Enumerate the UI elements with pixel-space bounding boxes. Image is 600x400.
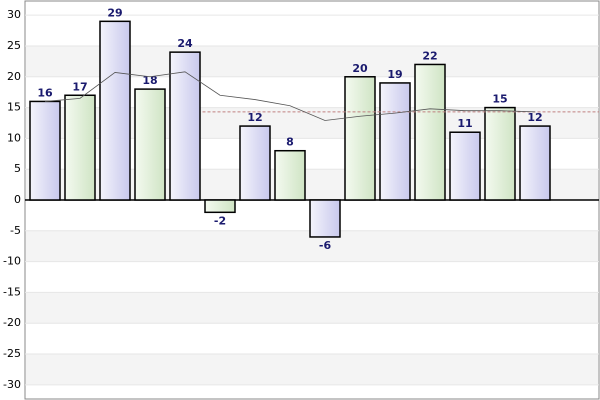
y-tick-label: 25 — [7, 39, 21, 52]
bar — [204, 199, 236, 214]
bar — [414, 63, 446, 201]
bar — [519, 125, 551, 201]
value-label: 12 — [247, 111, 262, 124]
value-label: -6 — [319, 239, 332, 252]
value-label: 24 — [177, 37, 193, 50]
y-tick-label: 5 — [14, 162, 21, 175]
value-label: 12 — [527, 111, 542, 124]
y-tick-label: -15 — [3, 285, 21, 298]
bar — [379, 82, 411, 201]
bar — [64, 94, 96, 201]
value-label: 15 — [492, 93, 507, 106]
value-label: 17 — [72, 80, 87, 93]
value-label: 18 — [142, 74, 157, 87]
bar — [344, 76, 376, 201]
value-label: 16 — [37, 86, 53, 99]
y-tick-label: -20 — [3, 316, 21, 329]
y-tick-label: 20 — [7, 70, 21, 83]
y-tick-label: 10 — [7, 131, 21, 144]
value-label: 11 — [457, 117, 472, 130]
bar — [274, 149, 306, 201]
bar — [169, 51, 201, 201]
value-label: 19 — [387, 68, 402, 81]
value-label: 22 — [422, 49, 437, 62]
bar — [134, 88, 166, 201]
bar — [99, 20, 131, 201]
y-tick-label: 30 — [7, 8, 21, 21]
y-tick-label: -30 — [3, 378, 21, 391]
value-label: 8 — [286, 136, 294, 149]
bar — [29, 100, 61, 201]
bar — [239, 125, 271, 201]
bar — [309, 199, 341, 238]
bar — [449, 131, 481, 201]
bar — [484, 106, 516, 201]
value-label: 20 — [352, 62, 368, 75]
y-tick-label: -10 — [3, 255, 21, 268]
trend-line — [44, 71, 536, 121]
grid-band — [26, 292, 598, 324]
y-tick-label: -25 — [3, 347, 21, 360]
y-tick-label: 0 — [14, 193, 21, 206]
value-label: 29 — [107, 6, 122, 19]
y-tick-label: -5 — [10, 224, 21, 237]
grid-band — [26, 354, 598, 385]
y-tick-label: 15 — [7, 101, 21, 114]
value-label: -2 — [214, 214, 226, 227]
